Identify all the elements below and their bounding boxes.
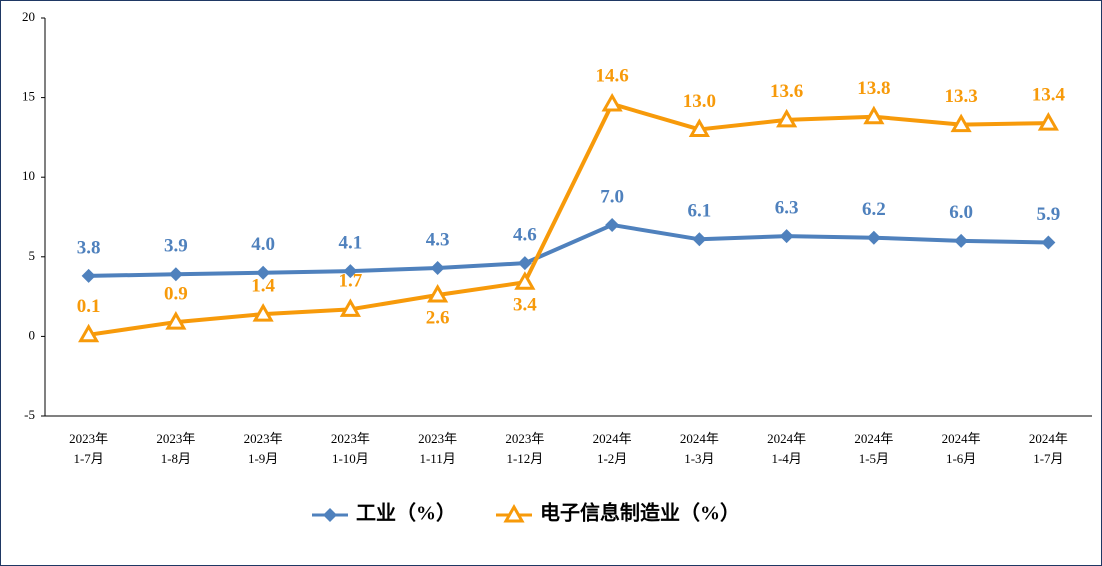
x-tick-label-line: 1-2月 bbox=[597, 451, 627, 466]
x-tick-label-line: 2024年 bbox=[854, 431, 893, 446]
data-label: 4.0 bbox=[251, 234, 275, 255]
data-label: 0.1 bbox=[77, 296, 101, 317]
x-tick-label: 2024年 1-2月 bbox=[593, 431, 632, 466]
marker bbox=[165, 311, 187, 330]
legend-label: 电子信息制造业（%） bbox=[540, 501, 740, 525]
data-label: 0.9 bbox=[164, 283, 188, 304]
marker bbox=[81, 268, 96, 283]
data-label: 6.0 bbox=[949, 202, 973, 223]
data-label: 4.3 bbox=[426, 229, 450, 250]
x-tick-label-line: 2023年 bbox=[331, 431, 370, 446]
x-tick-label: 2024年 1-5月 bbox=[854, 431, 893, 466]
x-tick-label: 2023年 1-12月 bbox=[505, 431, 544, 466]
marker bbox=[1041, 235, 1056, 250]
legend-label: 工业（%） bbox=[356, 502, 456, 525]
data-label: 3.8 bbox=[77, 237, 101, 258]
marker bbox=[256, 265, 271, 280]
marker bbox=[866, 230, 881, 245]
data-label: 13.4 bbox=[1032, 84, 1066, 105]
x-tick-label-line: 2023年 bbox=[244, 431, 283, 446]
marker bbox=[776, 108, 798, 128]
marker bbox=[517, 256, 532, 271]
data-label: 6.2 bbox=[862, 199, 886, 220]
x-tick-label-line: 2023年 bbox=[505, 431, 544, 446]
y-tick-label: 5 bbox=[29, 248, 36, 263]
marker bbox=[779, 229, 794, 244]
y-tick-label: 0 bbox=[29, 327, 36, 342]
marker bbox=[688, 118, 710, 137]
data-label: 7.0 bbox=[600, 186, 624, 207]
marker bbox=[343, 264, 358, 279]
x-tick-label-line: 1-8月 bbox=[161, 451, 191, 466]
data-label: 13.0 bbox=[683, 91, 716, 112]
marker bbox=[692, 232, 707, 247]
marker bbox=[863, 105, 885, 125]
x-tick-label-line: 1-5月 bbox=[859, 451, 889, 466]
data-label: 1.7 bbox=[339, 271, 363, 292]
x-tick-label-line: 2023年 bbox=[156, 431, 195, 446]
data-label: 5.9 bbox=[1037, 204, 1061, 225]
data-label: 14.6 bbox=[596, 65, 629, 86]
x-tick-label: 2024年 1-4月 bbox=[767, 431, 806, 466]
data-label: 2.6 bbox=[426, 307, 450, 328]
marker bbox=[427, 283, 449, 303]
marker bbox=[339, 298, 361, 317]
data-label: 6.1 bbox=[688, 201, 712, 222]
marker bbox=[252, 303, 274, 322]
y-tick-label: 10 bbox=[22, 168, 35, 183]
data-label: 4.1 bbox=[339, 232, 363, 253]
marker bbox=[430, 260, 445, 275]
x-tick-label-line: 1-12月 bbox=[506, 451, 543, 466]
data-label: 13.6 bbox=[770, 81, 803, 102]
series-line bbox=[88, 101, 1049, 337]
data-label: 13.8 bbox=[857, 78, 890, 99]
x-tick-label-line: 2024年 bbox=[942, 431, 981, 446]
marker bbox=[323, 508, 337, 522]
data-label: 13.3 bbox=[945, 86, 978, 107]
x-tick-label-line: 1-9月 bbox=[248, 451, 278, 466]
marker bbox=[950, 113, 972, 133]
x-tick-label-line: 1-7月 bbox=[73, 451, 103, 466]
marker bbox=[168, 267, 183, 282]
x-tick-label-line: 2024年 bbox=[767, 431, 806, 446]
y-tick-label: 15 bbox=[22, 89, 35, 104]
x-tick-label-line: 2023年 bbox=[69, 431, 108, 446]
marker bbox=[503, 503, 525, 523]
y-tick-label: 20 bbox=[22, 9, 35, 24]
data-label: 3.9 bbox=[164, 236, 188, 257]
x-tick-label-line: 1-7月 bbox=[1033, 451, 1063, 466]
x-tick-label: 2023年 1-9月 bbox=[244, 431, 283, 466]
x-tick-label-line: 1-4月 bbox=[771, 451, 801, 466]
x-tick-label-line: 1-10月 bbox=[332, 451, 369, 466]
x-tick-label-line: 2024年 bbox=[593, 431, 632, 446]
x-tick-label: 2023年 1-10月 bbox=[331, 431, 370, 466]
x-tick-label: 2023年 1-8月 bbox=[156, 431, 195, 466]
marker bbox=[601, 92, 623, 112]
y-tick-label: -5 bbox=[24, 407, 35, 422]
x-tick-label: 2023年 1-7月 bbox=[69, 431, 108, 466]
x-tick-label-line: 1-3月 bbox=[684, 451, 714, 466]
x-tick-label-line: 1-11月 bbox=[419, 451, 455, 466]
marker bbox=[954, 233, 969, 248]
x-tick-label: 2024年 1-7月 bbox=[1029, 431, 1068, 466]
marker bbox=[514, 271, 536, 290]
x-tick-label-line: 2023年 bbox=[418, 431, 457, 446]
data-label: 6.3 bbox=[775, 197, 799, 218]
marker bbox=[605, 217, 620, 232]
data-label: 3.4 bbox=[513, 295, 537, 316]
x-tick-label-line: 2024年 bbox=[1029, 431, 1068, 446]
x-tick-label: 2023年 1-11月 bbox=[418, 431, 457, 466]
data-label: 1.4 bbox=[251, 275, 275, 296]
data-label: 4.6 bbox=[513, 225, 537, 246]
x-tick-label-line: 2024年 bbox=[680, 431, 719, 446]
series-line bbox=[88, 222, 1049, 278]
marker bbox=[1037, 112, 1059, 131]
x-tick-label-line: 1-6月 bbox=[946, 451, 976, 466]
x-tick-label: 2024年 1-6月 bbox=[942, 431, 981, 466]
marker bbox=[78, 323, 100, 343]
x-tick-label: 2024年 1-3月 bbox=[680, 431, 719, 466]
